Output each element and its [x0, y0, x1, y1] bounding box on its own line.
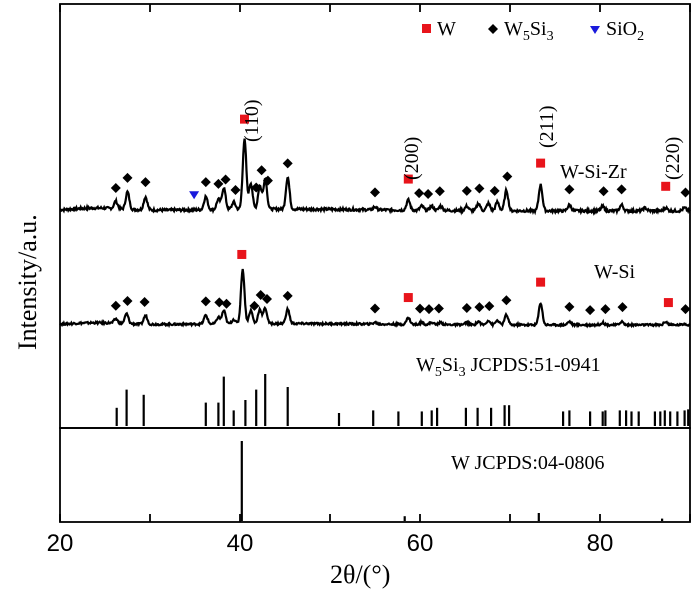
xrd-curves	[59, 138, 691, 329]
x-tick-label: 80	[587, 530, 614, 557]
w5si3-phase-marker	[484, 301, 495, 312]
w5si3-phase-marker	[220, 174, 231, 185]
legend-sio2-label: SiO2	[606, 18, 644, 44]
x-axis-label: 2θ/(°)	[330, 560, 390, 589]
phase-markers	[110, 114, 691, 316]
w5si3-phase-marker	[415, 303, 425, 314]
w5si3-phase-marker	[433, 303, 444, 314]
legend-w-marker	[422, 24, 431, 33]
legend-w-label: W	[437, 18, 456, 40]
w5si3-phase-marker	[214, 297, 225, 308]
y-axis-label: Intensity/a.u.	[13, 214, 42, 350]
w5si3-phase-marker	[200, 177, 211, 188]
xrd-curve-w-si-zr	[59, 138, 691, 216]
w5si3-phase-marker	[423, 188, 434, 199]
w5si3-phase-marker	[282, 158, 293, 169]
label-w-jcpds: W JCPDS:04-0806	[451, 452, 605, 474]
w5si3-phase-marker	[424, 304, 434, 315]
w-phase-marker	[536, 158, 546, 168]
legend: W W5Si3 SiO2	[422, 18, 644, 44]
w-phase-marker	[237, 249, 247, 259]
w5si3-phase-marker	[600, 304, 611, 315]
w-phase-marker	[663, 298, 673, 308]
w5si3-phase-marker	[564, 184, 575, 195]
w5si3-phase-marker	[262, 175, 273, 186]
w5si3-phase-marker	[140, 177, 151, 188]
w5si3-phase-marker	[617, 302, 628, 313]
w5si3-phase-marker	[616, 184, 627, 195]
w5si3-phase-marker	[255, 289, 266, 300]
w5si3-phase-marker	[110, 182, 121, 193]
w5si3-phase-marker	[139, 297, 150, 308]
label-w5si3-jcpds: W5Si3 JCPDS:51-0941	[416, 354, 601, 380]
w5si3-phase-marker	[585, 305, 596, 316]
w5si3-phase-marker	[501, 295, 512, 306]
w5si3-phase-marker	[598, 186, 609, 197]
w5si3-phase-marker	[122, 172, 133, 183]
w5si3-phase-marker	[221, 298, 232, 309]
x-tick-label: 60	[407, 530, 434, 557]
w5si3-phase-marker	[282, 290, 293, 301]
peak-label-200: (200)	[401, 137, 423, 180]
legend-w5si3-marker	[488, 24, 498, 34]
w5si3-phase-marker	[434, 186, 445, 197]
x-axis-ticks: 20 40 60 80	[47, 4, 691, 557]
w5si3-phase-marker	[461, 185, 472, 196]
w5si3-phase-marker	[502, 171, 513, 182]
peak-label-211: (211)	[536, 105, 558, 148]
legend-w5si3-label: W5Si3	[504, 18, 554, 44]
w5si3-phase-marker	[262, 293, 272, 304]
x-tick-label: 20	[47, 530, 74, 557]
peak-label-220: (220)	[662, 137, 684, 180]
w-phase-marker	[403, 174, 413, 184]
w-phase-marker	[403, 293, 413, 303]
w-phase-marker	[661, 181, 671, 191]
w5si3-phase-marker	[110, 300, 121, 311]
w5si3-phase-marker	[489, 185, 500, 196]
w5si3-phase-marker	[249, 300, 260, 311]
w5si3-phase-marker	[200, 296, 211, 307]
w5si3-phase-marker	[474, 183, 485, 194]
label-w-si-zr: W-Si-Zr	[560, 161, 627, 183]
w-phase-marker	[536, 277, 546, 287]
sio2-phase-marker	[189, 191, 200, 200]
w5si3-phase-marker	[251, 182, 262, 193]
w5si3-phase-marker	[680, 187, 691, 198]
w5si3-phase-marker	[370, 187, 380, 198]
legend-sio2-marker	[590, 26, 600, 34]
w-phase-marker	[240, 114, 249, 124]
reference-sticks	[115, 374, 690, 521]
w5si3-phase-marker	[256, 165, 267, 176]
w5si3-phase-marker	[461, 302, 472, 313]
w5si3-phase-marker	[122, 296, 133, 307]
plot-frame-lower	[59, 427, 691, 523]
peak-label-110: (110)	[241, 99, 263, 142]
w5si3-phase-marker	[414, 188, 425, 199]
w5si3-phase-marker	[370, 303, 380, 314]
w5si3-phase-marker	[213, 178, 224, 189]
xrd-curve-w-si	[59, 268, 691, 329]
w5si3-phase-marker	[564, 301, 575, 312]
w5si3-phase-marker	[680, 304, 691, 315]
w5si3-phase-marker	[474, 302, 485, 313]
w5si3-phase-marker	[230, 184, 241, 195]
label-w-si: W-Si	[594, 261, 636, 283]
x-tick-label: 40	[227, 530, 254, 557]
